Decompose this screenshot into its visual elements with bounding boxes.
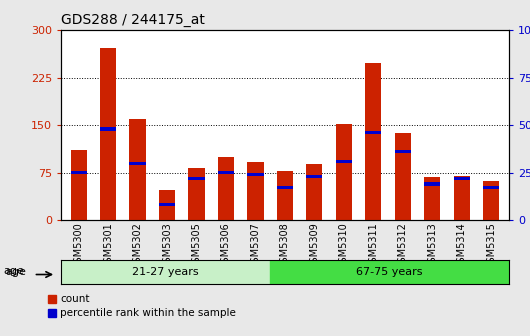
Text: GDS288 / 244175_at: GDS288 / 244175_at	[61, 13, 205, 28]
Text: GSM5311: GSM5311	[368, 222, 378, 269]
Bar	[424, 177, 440, 220]
Text: 67-75 years: 67-75 years	[356, 267, 422, 277]
Text: 21-27 years: 21-27 years	[132, 267, 199, 277]
Bar	[306, 175, 322, 178]
Text: GSM5312: GSM5312	[398, 222, 408, 269]
Bar	[395, 133, 411, 220]
Text: GSM5306: GSM5306	[221, 222, 231, 269]
Bar	[159, 203, 175, 207]
Bar	[277, 186, 293, 190]
Text: GSM5309: GSM5309	[310, 222, 320, 269]
Bar	[277, 171, 293, 220]
Text: GSM5302: GSM5302	[132, 222, 143, 269]
Bar	[454, 176, 470, 220]
Text: GSM5303: GSM5303	[162, 222, 172, 269]
Bar	[454, 177, 470, 180]
Bar	[248, 173, 263, 176]
Bar	[365, 131, 382, 134]
Bar	[188, 177, 205, 180]
Bar	[70, 171, 87, 174]
Text: GSM5305: GSM5305	[191, 222, 201, 269]
Text: GSM5315: GSM5315	[486, 222, 496, 269]
Bar	[335, 160, 352, 163]
Bar	[365, 63, 382, 220]
Text: age: age	[3, 266, 24, 276]
Bar	[270, 260, 509, 284]
Bar	[483, 181, 499, 220]
Text: GSM5300: GSM5300	[74, 222, 84, 269]
Bar	[159, 190, 175, 220]
Bar	[129, 162, 146, 165]
Text: GSM5308: GSM5308	[280, 222, 290, 269]
Bar	[129, 119, 146, 220]
Bar	[70, 151, 87, 220]
Text: age: age	[5, 267, 26, 277]
Bar	[335, 124, 352, 220]
Bar	[483, 186, 499, 190]
Bar	[188, 168, 205, 220]
Bar	[306, 164, 322, 220]
Bar	[218, 171, 234, 174]
Bar	[424, 182, 440, 185]
Bar	[100, 48, 116, 220]
Text: GSM5314: GSM5314	[457, 222, 466, 269]
Text: GSM5307: GSM5307	[250, 222, 260, 269]
Bar	[248, 162, 263, 220]
Text: GSM5313: GSM5313	[427, 222, 437, 269]
Bar	[395, 150, 411, 153]
Bar	[218, 157, 234, 220]
Bar	[61, 260, 270, 284]
Text: GSM5310: GSM5310	[339, 222, 349, 269]
Text: GSM5301: GSM5301	[103, 222, 113, 269]
Legend: count, percentile rank within the sample: count, percentile rank within the sample	[48, 294, 236, 318]
Bar	[100, 127, 116, 131]
